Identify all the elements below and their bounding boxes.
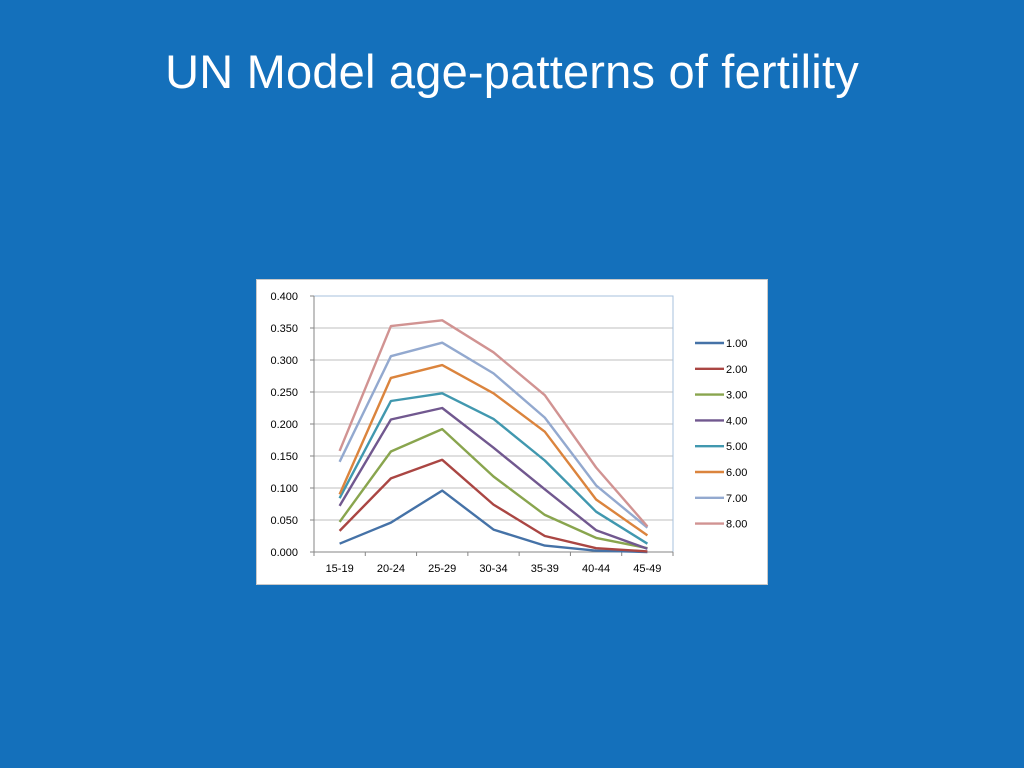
- series-lines: [338, 319, 649, 554]
- x-tick-label: 20-24: [377, 563, 405, 575]
- series-line-2.00: [338, 458, 648, 553]
- legend-label: 4.00: [726, 415, 747, 427]
- legend-label: 5.00: [726, 441, 747, 453]
- axes: 0.000 0.050 0.100 0.150 0.200 0.250 0.300 0.350…: [270, 291, 674, 575]
- gridlines: [313, 295, 674, 553]
- line-chart: 0.000 0.050 0.100 0.150 0.200 0.250 0.300 0.350…: [270, 291, 747, 575]
- x-tick-label: 45-49: [633, 563, 661, 575]
- x-tick-label: 15-19: [326, 563, 354, 575]
- legend-label: 1.00: [726, 338, 747, 350]
- series-line-4.00: [338, 406, 648, 550]
- y-tick-label: 0.150: [270, 451, 298, 463]
- series-line-7.00: [338, 341, 649, 529]
- y-tick-label: 0.000: [270, 547, 298, 559]
- y-tick-label: 0.050: [270, 515, 298, 527]
- y-tick-label: 0.300: [270, 355, 298, 367]
- series-line-1.00: [339, 489, 648, 554]
- x-tick-label: 40-44: [582, 563, 610, 575]
- series-line-6.00: [338, 363, 649, 537]
- y-tick-label: 0.200: [270, 419, 298, 431]
- series-line-5.00: [338, 392, 649, 545]
- y-tick-label: 0.400: [270, 291, 298, 303]
- y-tick-label: 0.350: [270, 323, 298, 335]
- legend-label: 2.00: [726, 364, 747, 376]
- y-tick-label: 0.250: [270, 387, 298, 399]
- x-tick-label: 25-29: [428, 563, 456, 575]
- legend-label: 7.00: [726, 493, 747, 505]
- slide-title: UN Model age-patterns of fertility: [165, 45, 859, 98]
- legend: 1.00 2.00 3.00 4.00 5.00 6.00 7.00 8.00: [695, 338, 747, 531]
- series-line-3.00: [338, 427, 648, 550]
- legend-label: 3.00: [726, 390, 747, 402]
- y-tick-label: 0.100: [270, 483, 298, 495]
- legend-label: 6.00: [726, 467, 747, 479]
- chart-container: 0.000 0.050 0.100 0.150 0.200 0.250 0.300 0.350…: [256, 279, 768, 585]
- legend-label: 8.00: [726, 519, 747, 531]
- series-line-8.00: [338, 319, 649, 528]
- x-tick-label: 35-39: [531, 563, 559, 575]
- x-tick-label: 30-34: [479, 563, 507, 575]
